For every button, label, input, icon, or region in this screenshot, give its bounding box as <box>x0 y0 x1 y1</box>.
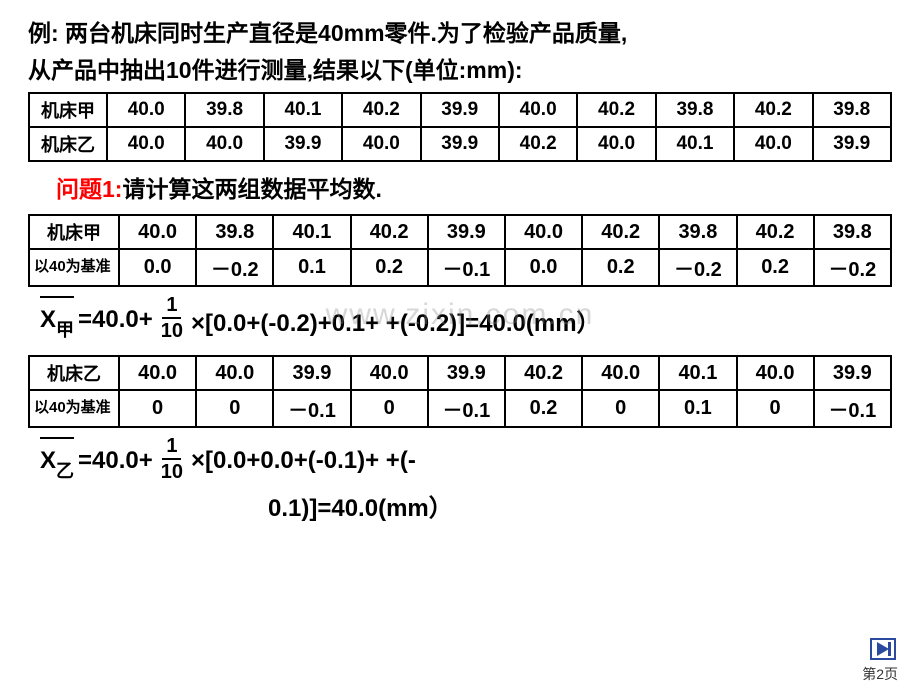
cell: 0.2 <box>505 390 582 427</box>
cell: 40.0 <box>499 93 577 127</box>
formula-a: X甲 =40.0+ 1 10 ×[0.0+(-0.2)+0.1+ +(-0.2)… <box>40 297 892 343</box>
cell: 40.0 <box>737 356 814 390</box>
cell: 0.1 <box>273 249 350 286</box>
cell: －0.1 <box>273 390 350 427</box>
cell: 40.0 <box>582 356 659 390</box>
cell: －0.1 <box>428 249 505 286</box>
cell: 39.8 <box>659 215 736 249</box>
formula-b-body-2: 0.1)]=40.0(mm） <box>268 488 892 523</box>
example-line-2: 从产品中抽出10件进行测量,结果以下(单位:mm): <box>28 55 892 86</box>
cell: 0.1 <box>659 390 736 427</box>
page-number: 第2页 <box>862 664 898 684</box>
xbar-b: X乙 <box>40 443 74 480</box>
row-label: 机床甲 <box>29 215 119 249</box>
cell: 39.8 <box>185 93 263 127</box>
cell: 39.9 <box>273 356 350 390</box>
formula-b-body: ×[0.0+0.0+(-0.1)+ +(- <box>191 447 416 475</box>
cell: 0 <box>582 390 659 427</box>
cell: 0.0 <box>505 249 582 286</box>
next-slide-icon[interactable] <box>870 638 896 660</box>
cell: 39.9 <box>813 127 891 161</box>
cell: 40.1 <box>273 215 350 249</box>
formula-b: X乙 =40.0+ 1 10 ×[0.0+0.0+(-0.1)+ +(- <box>40 438 892 484</box>
cell: 40.2 <box>734 93 812 127</box>
cell: 40.1 <box>656 127 734 161</box>
cell: 39.9 <box>814 356 891 390</box>
cell: 40.0 <box>119 356 196 390</box>
cell: 0 <box>119 390 196 427</box>
top-table: 机床甲 40.0 39.8 40.1 40.2 39.9 40.0 40.2 3… <box>28 92 892 162</box>
cell: 40.2 <box>737 215 814 249</box>
table-row: 机床乙 40.0 40.0 39.9 40.0 39.9 40.2 40.0 4… <box>29 356 891 390</box>
cell: 40.0 <box>734 127 812 161</box>
cell: 0.2 <box>737 249 814 286</box>
cell: －0.2 <box>659 249 736 286</box>
cell: 0 <box>351 390 428 427</box>
cell: 40.2 <box>505 356 582 390</box>
cell: 0.0 <box>119 249 196 286</box>
cell: －0.2 <box>814 249 891 286</box>
cell: 39.8 <box>656 93 734 127</box>
cell: 39.9 <box>421 127 499 161</box>
cell: 0 <box>196 390 273 427</box>
cell: －0.1 <box>814 390 891 427</box>
cell: 40.1 <box>264 93 342 127</box>
cell: 39.8 <box>813 93 891 127</box>
formula-a-body: ×[0.0+(-0.2)+0.1+ +(-0.2)]=40.0(mm） <box>191 303 601 338</box>
row-label: 以40为基准 <box>29 390 119 427</box>
table-row: 机床甲 40.0 39.8 40.1 40.2 39.9 40.0 40.2 3… <box>29 93 891 127</box>
cell: 39.9 <box>421 93 499 127</box>
cell: －0.1 <box>428 390 505 427</box>
cell: 40.2 <box>351 215 428 249</box>
cell: 40.0 <box>107 127 185 161</box>
cell: 40.2 <box>342 93 420 127</box>
question-text: 请计算这两组数据平均数. <box>122 176 381 202</box>
table-row: 机床乙 40.0 40.0 39.9 40.0 39.9 40.2 40.0 4… <box>29 127 891 161</box>
cell: 0.2 <box>351 249 428 286</box>
cell: 40.2 <box>499 127 577 161</box>
cell: 40.0 <box>505 215 582 249</box>
question-1: 问题1:请计算这两组数据平均数. <box>56 170 892 204</box>
row-label: 以40为基准 <box>29 249 119 286</box>
cell: 40.1 <box>659 356 736 390</box>
cell: 39.8 <box>196 215 273 249</box>
xbar-a: X甲 <box>40 302 74 339</box>
cell: 40.0 <box>342 127 420 161</box>
fraction-icon: 1 10 <box>161 436 183 482</box>
cell: 40.0 <box>119 215 196 249</box>
fraction-icon: 1 10 <box>161 295 183 341</box>
cell: 39.9 <box>428 215 505 249</box>
detail-table-b: 机床乙 40.0 40.0 39.9 40.0 39.9 40.2 40.0 4… <box>28 355 892 428</box>
cell: 39.8 <box>814 215 891 249</box>
cell: 40.2 <box>577 93 655 127</box>
cell: 0 <box>737 390 814 427</box>
formula-a-prefix: =40.0+ <box>78 306 153 334</box>
question-label: 问题1: <box>56 176 122 202</box>
cell: 0.2 <box>582 249 659 286</box>
cell: 40.0 <box>185 127 263 161</box>
row-label: 机床甲 <box>29 93 107 127</box>
example-line-1: 例: 两台机床同时生产直径是40mm零件.为了检验产品质量, <box>28 18 892 49</box>
cell: 40.0 <box>351 356 428 390</box>
table-row: 机床甲 40.0 39.8 40.1 40.2 39.9 40.0 40.2 3… <box>29 215 891 249</box>
table-row: 以40为基准 0.0 －0.2 0.1 0.2 －0.1 0.0 0.2 －0.… <box>29 249 891 286</box>
cell: 40.2 <box>582 215 659 249</box>
row-label: 机床乙 <box>29 127 107 161</box>
row-label: 机床乙 <box>29 356 119 390</box>
cell: 40.0 <box>196 356 273 390</box>
cell: 40.0 <box>577 127 655 161</box>
cell: 40.0 <box>107 93 185 127</box>
cell: 39.9 <box>264 127 342 161</box>
detail-table-a: 机床甲 40.0 39.8 40.1 40.2 39.9 40.0 40.2 3… <box>28 214 892 287</box>
cell: －0.2 <box>196 249 273 286</box>
table-row: 以40为基准 0 0 －0.1 0 －0.1 0.2 0 0.1 0 －0.1 <box>29 390 891 427</box>
cell: 39.9 <box>428 356 505 390</box>
formula-b-prefix: =40.0+ <box>78 447 153 475</box>
